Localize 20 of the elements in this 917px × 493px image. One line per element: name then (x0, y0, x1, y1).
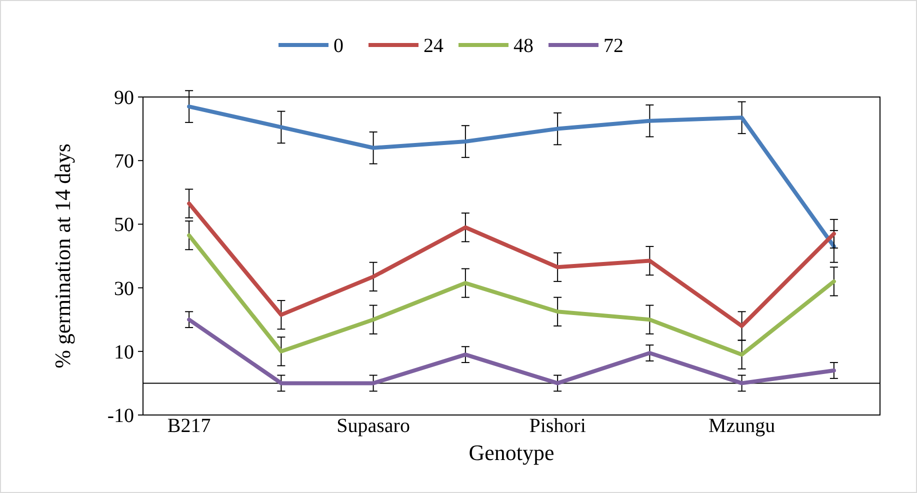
y-tick-label: 10 (114, 341, 134, 364)
line-series (187, 318, 836, 386)
legend-label: 24 (424, 35, 444, 57)
legend-label: 0 (334, 35, 344, 57)
line-series (187, 233, 836, 357)
y-tick-label: -10 (107, 405, 134, 427)
x-tick-label: B217 (167, 415, 211, 437)
legend-label: 48 (514, 35, 534, 57)
y-tick-label: 30 (114, 278, 134, 300)
legend-label: 72 (604, 35, 624, 57)
x-axis-title: Genotype (468, 440, 554, 465)
line-series (187, 104, 836, 248)
line-series (187, 202, 836, 328)
y-tick-label: 50 (114, 214, 134, 236)
x-tick-label: Mzungu (708, 415, 776, 437)
x-tick-label: Supasaro (336, 415, 410, 437)
x-tick-label: Pishori (529, 415, 586, 437)
y-tick-label: 90 (114, 87, 134, 109)
y-tick-label: 70 (114, 150, 134, 173)
y-axis-title: % germination at 14 days (50, 144, 75, 368)
